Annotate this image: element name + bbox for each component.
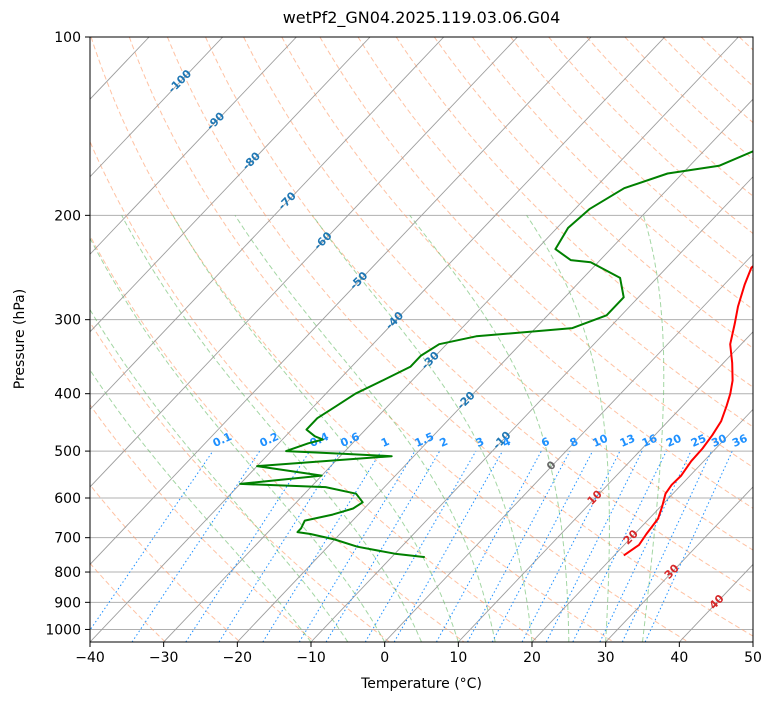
dry-adiabat <box>128 37 689 642</box>
dry-adiabat <box>319 37 753 468</box>
skewed-isotherms <box>0 37 753 642</box>
mixing-ratio-label: 16 <box>640 432 660 450</box>
plot-frame <box>89 36 754 643</box>
mixing-ratio-lines <box>90 450 733 642</box>
temperature-line <box>623 264 753 557</box>
mixing-ratio-line <box>364 450 477 642</box>
y-axis: 100 200 300 400 500 600 700 800 900 1000 <box>45 30 90 638</box>
mixing-ratio-line <box>644 450 733 642</box>
mixing-ratio-line <box>298 450 416 642</box>
mixing-ratio-line <box>435 450 542 642</box>
mixing-ratio-line <box>467 450 571 642</box>
isotherm <box>90 37 445 411</box>
mixing-ratio-label: 20 <box>664 432 684 450</box>
isotherm <box>90 37 666 642</box>
isotherm <box>531 408 753 642</box>
moist-adiabat <box>121 215 422 642</box>
moist-adiabat <box>526 215 610 642</box>
isotherm <box>237 98 753 642</box>
x-tick-label: 50 <box>744 650 762 666</box>
y-tick-label: 300 <box>54 313 81 329</box>
x-tick-label: −30 <box>149 650 179 666</box>
isotherm <box>752 641 753 642</box>
dry-adiabat <box>90 321 390 642</box>
mixing-ratio-line <box>218 450 341 642</box>
dewpoint-line <box>239 150 753 559</box>
mixing-ratio-line <box>325 450 441 642</box>
isotherm <box>605 486 753 642</box>
mixing-ratio-line <box>572 450 667 642</box>
isotherm <box>90 37 371 333</box>
dry-adiabat <box>433 37 753 349</box>
y-tick-label: 700 <box>54 531 81 547</box>
sounding-series <box>239 150 753 559</box>
x-tick-label: −40 <box>75 650 105 666</box>
mixing-ratio-line <box>393 450 503 642</box>
moist-adiabat <box>312 215 533 642</box>
moist-adiabat <box>90 308 349 642</box>
y-tick-label: 400 <box>54 387 81 403</box>
x-tick-label: 30 <box>597 650 615 666</box>
x-tick-label: 20 <box>523 650 541 666</box>
isotherm <box>384 253 753 642</box>
isotherm <box>0 37 2 642</box>
y-tick-label: 800 <box>54 565 81 581</box>
mixing-ratio-line <box>621 450 712 642</box>
dry-adiabat <box>243 37 753 551</box>
mixing-ratio-label: 30 <box>709 432 729 450</box>
isotherm <box>163 37 739 642</box>
x-axis: −40 −30 −20 −10 0 10 20 30 40 50 <box>75 642 762 666</box>
y-tick-label: 500 <box>54 444 81 460</box>
isotherm <box>90 37 297 255</box>
mixing-ratio-line <box>262 450 382 642</box>
y-tick-label: 600 <box>54 491 81 507</box>
isotherm <box>310 176 753 642</box>
mixing-ratio-labels: 0.1 0.2 0.4 0.6 1 1.5 2 3 4 6 8 10 13 16 20 25 30 36 <box>211 430 750 450</box>
x-tick-label: 40 <box>670 650 688 666</box>
isotherm <box>90 37 224 178</box>
mixing-ratio-line <box>90 450 214 631</box>
dry-adiabat <box>90 404 316 642</box>
mixing-ratio-line <box>599 450 692 642</box>
isotherm <box>458 331 753 642</box>
isotherm <box>90 37 592 566</box>
x-tick-label: −10 <box>296 650 326 666</box>
mixing-ratio-label: 25 <box>689 432 708 450</box>
moist-adiabat <box>409 214 570 642</box>
dry-adiabat <box>90 140 540 642</box>
x-tick-label: −20 <box>223 650 253 666</box>
y-tick-label: 100 <box>54 30 81 46</box>
x-tick-label: 10 <box>449 650 467 666</box>
moist-adiabat <box>642 215 665 642</box>
plot-area <box>90 37 753 642</box>
dry-adiabat <box>205 37 753 594</box>
isotherm <box>90 37 518 488</box>
y-tick-label: 200 <box>54 208 81 224</box>
y-tick-label: 1000 <box>45 622 81 638</box>
dry-adiabat <box>357 37 753 428</box>
dry-adiabat <box>624 37 753 160</box>
dry-adiabat <box>90 37 614 642</box>
moist-adiabat <box>234 215 496 642</box>
y-tick-label: 900 <box>54 595 81 611</box>
x-axis-label: Temperature (°C) <box>361 676 482 692</box>
dry-adiabat <box>472 37 753 310</box>
moist-adiabat <box>172 215 459 642</box>
moist-adiabat <box>90 237 386 642</box>
y-axis-label: Pressure (hPa) <box>12 288 28 390</box>
dry-adiabat <box>166 37 753 637</box>
mixing-ratio-label: 10 <box>591 432 611 450</box>
mixing-ratio-label: 36 <box>730 432 750 450</box>
mixing-ratio-label: 13 <box>618 432 637 450</box>
chart-title: wetPf2_GN04.2025.119.03.06.G04 <box>282 8 561 27</box>
x-tick-label: 0 <box>380 650 389 666</box>
moist-adiabats <box>90 214 665 642</box>
